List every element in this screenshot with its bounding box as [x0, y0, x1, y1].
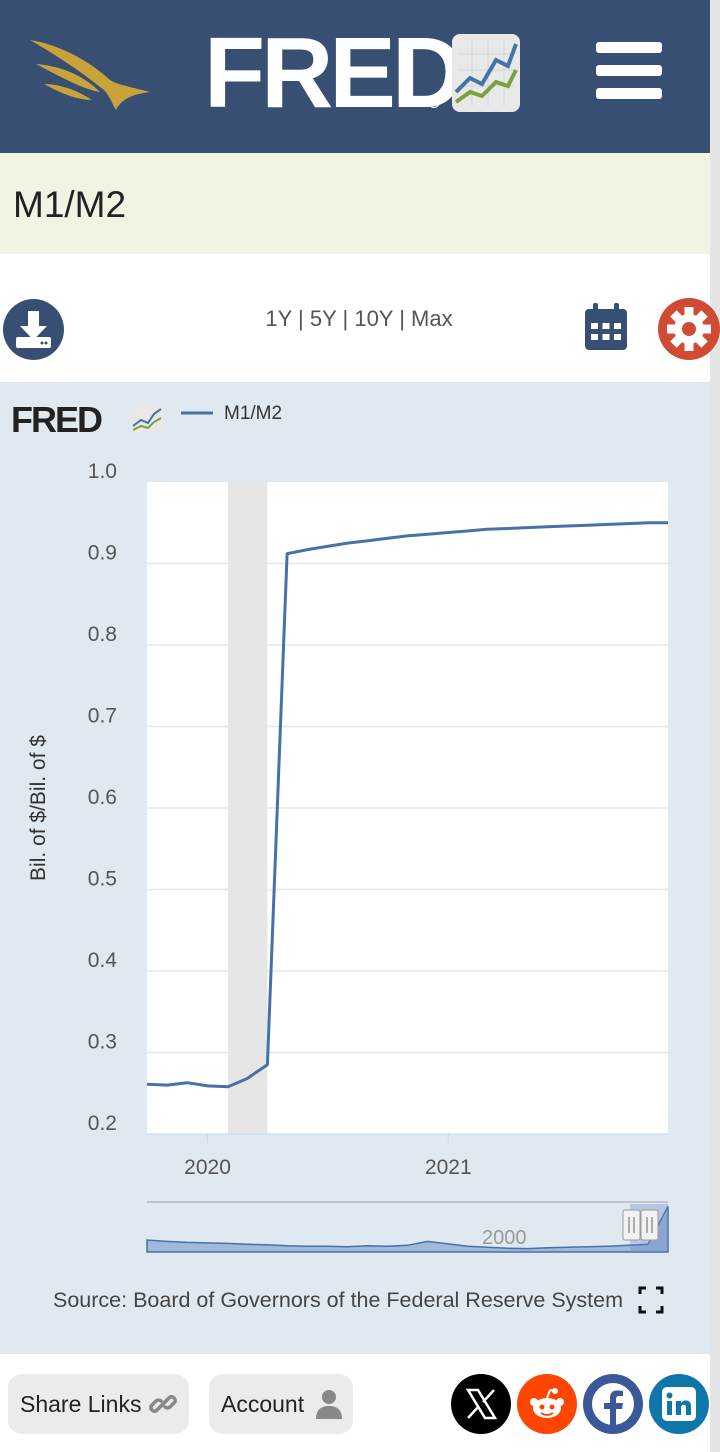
eagle-logo-icon[interactable]	[26, 34, 154, 116]
x-tick-label: 2020	[184, 1156, 231, 1179]
range-1y[interactable]: 1Y	[265, 306, 292, 331]
navigator-area	[146, 1206, 669, 1253]
y-tick-label: 0.5	[88, 868, 117, 891]
range-separator: |	[298, 306, 310, 331]
range-10y[interactable]: 10Y	[354, 306, 394, 331]
account-label: Account	[221, 1391, 305, 1417]
series-title: M1/M2	[13, 184, 127, 225]
reddit-share-button[interactable]	[517, 1374, 577, 1434]
hamburger-menu-icon[interactable]	[596, 42, 662, 100]
series-title-bar: M1/M2	[0, 153, 710, 254]
facebook-share-button[interactable]	[583, 1374, 643, 1434]
navigator-left-handle[interactable]	[622, 1209, 641, 1241]
reddit-icon	[530, 1388, 564, 1418]
account-button[interactable]: Account	[209, 1374, 353, 1434]
gear-icon[interactable]	[658, 298, 720, 360]
download-button[interactable]	[3, 299, 64, 360]
fred-chart-logo-icon	[452, 34, 520, 112]
registered-mark: ®	[428, 96, 440, 108]
fullscreen-icon[interactable]	[638, 1286, 664, 1314]
footer-bar: Share Links Account	[0, 1354, 710, 1452]
y-tick-label: 0.8	[88, 623, 117, 646]
linkedin-share-button[interactable]	[649, 1374, 709, 1434]
download-icon	[16, 311, 51, 348]
share-links-label: Share Links	[20, 1391, 142, 1417]
legend-label: M1/M2	[224, 403, 282, 424]
chart-fred-mini-icon	[131, 404, 163, 432]
fred-brand-logo[interactable]: FRED	[204, 17, 464, 129]
navigator-right-handle[interactable]	[640, 1209, 659, 1241]
y-tick-label: 1.0	[88, 460, 117, 483]
y-tick-label: 0.7	[88, 705, 117, 728]
x-icon	[465, 1388, 498, 1420]
range-navigator[interactable]: 2000	[146, 1201, 669, 1253]
y-tick-label: 0.2	[88, 1112, 117, 1135]
series-line-m1-m2	[146, 521, 668, 1089]
y-axis-label: Bil. of $/Bil. of $	[27, 735, 50, 881]
x-share-button[interactable]	[451, 1374, 511, 1434]
range-max[interactable]: Max	[411, 306, 453, 331]
share-links-button[interactable]: Share Links	[8, 1374, 189, 1434]
x-tick-label: 2021	[425, 1156, 472, 1179]
y-tick-label: 0.3	[88, 1031, 117, 1054]
y-tick-label: 0.6	[88, 786, 117, 809]
y-tick-label: 0.4	[88, 949, 118, 972]
chart-controls: 1Y | 5Y | 10Y | Max	[0, 254, 720, 382]
range-separator: |	[342, 306, 355, 331]
source-note: Source: Board of Governors of the Federa…	[53, 1288, 623, 1312]
date-range-selector: 1Y | 5Y | 10Y | Max	[0, 306, 718, 332]
range-5y[interactable]: 5Y	[309, 306, 337, 331]
page-scrollbar[interactable]	[710, 0, 720, 1452]
y-tick-label: 0.9	[88, 542, 117, 565]
navigator-tick: 2000	[482, 1227, 527, 1249]
chart-panel: FRED M1/M2 1.0 0.9 0.8 0.7 0.6 0.5 0.4 0.3 0.2 2…	[0, 382, 710, 1354]
chart-fred-logo: FRED	[11, 399, 102, 440]
range-separator: |	[399, 306, 412, 331]
line-chart: FRED M1/M2 1.0 0.9 0.8 0.7 0.6 0.5 0.4 0.3 0.2 2…	[11, 399, 669, 1314]
link-icon	[149, 1395, 177, 1413]
facebook-icon	[592, 1383, 634, 1425]
linkedin-icon	[662, 1387, 696, 1421]
site-header: FRED ®	[0, 0, 710, 153]
user-icon	[316, 1390, 342, 1419]
calendar-icon[interactable]	[583, 302, 629, 352]
